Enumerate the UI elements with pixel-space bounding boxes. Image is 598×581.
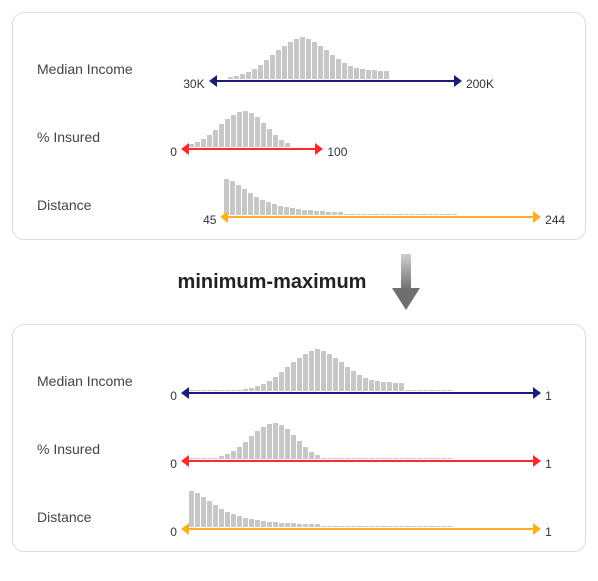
transition-label: minimum-maximum [178, 271, 367, 294]
max-value: 1 [545, 525, 552, 539]
variable-label: % Insured [37, 111, 165, 145]
range-arrow [181, 523, 541, 535]
max-value: 100 [327, 145, 347, 159]
variable-label: Distance [37, 491, 165, 525]
range-arrow [209, 75, 462, 87]
histogram [189, 423, 452, 459]
range-arrow [181, 387, 541, 399]
min-value: 0 [170, 389, 177, 403]
variable-row: Median Income01 [37, 343, 561, 401]
after-panel: Median Income01% Insured01Distance01 [12, 324, 586, 552]
min-value: 0 [170, 525, 177, 539]
histogram [189, 111, 290, 147]
histogram [228, 37, 389, 79]
variable-row: % Insured 0 100 [37, 99, 561, 157]
min-value: 45 [203, 213, 216, 227]
variable-row: Median Income 30K 200K [37, 31, 561, 89]
min-value: 30K [183, 77, 204, 91]
range-area: 0 100 [165, 99, 561, 157]
max-value: 200K [466, 77, 494, 91]
range-area: 01 [165, 411, 561, 469]
variable-label: Median Income [37, 43, 165, 77]
variable-row: % Insured01 [37, 411, 561, 469]
range-area: 01 [165, 479, 561, 537]
variable-label: % Insured [37, 423, 165, 457]
max-value: 1 [545, 457, 552, 471]
range-arrow [220, 211, 541, 223]
histogram [189, 491, 452, 527]
range-area: 30K 200K [165, 31, 561, 89]
min-value: 0 [170, 457, 177, 471]
transition-section: minimum-maximum [12, 254, 586, 310]
variable-row: Distance01 [37, 479, 561, 537]
max-value: 1 [545, 389, 552, 403]
histogram [224, 179, 457, 215]
range-area: 45244 [165, 167, 561, 225]
before-panel: Median Income 30K 200K % Insured 0 100 Distanc… [12, 12, 586, 240]
range-arrow [181, 143, 324, 155]
range-area: 01 [165, 343, 561, 401]
range-arrow [181, 455, 541, 467]
histogram [189, 349, 452, 391]
down-arrow-icon [392, 254, 420, 310]
variable-label: Median Income [37, 355, 165, 389]
variable-row: Distance45244 [37, 167, 561, 225]
variable-label: Distance [37, 179, 165, 213]
min-value: 0 [170, 145, 177, 159]
max-value: 244 [545, 213, 565, 227]
